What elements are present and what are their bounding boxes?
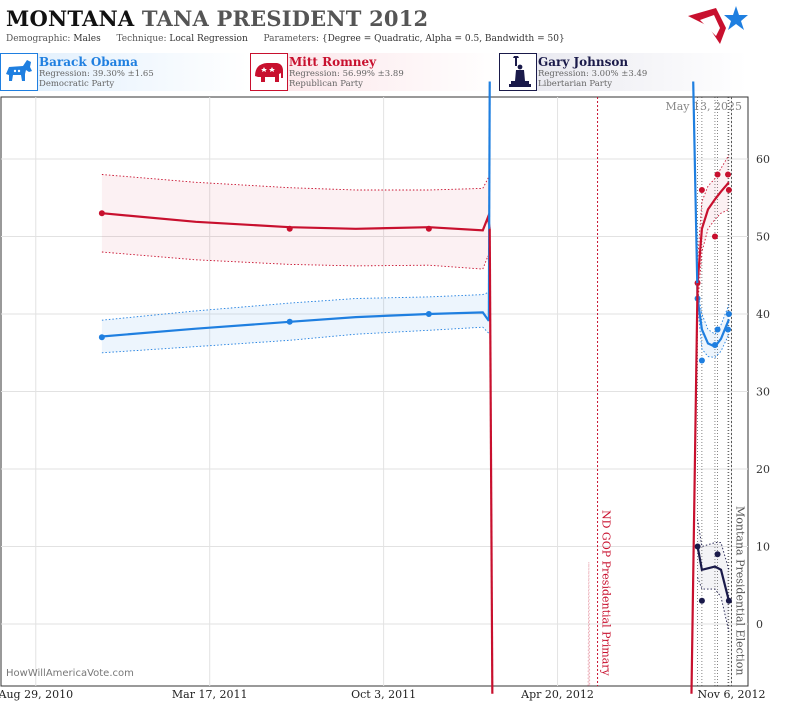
band-upper-line bbox=[101, 174, 491, 191]
x-tick-label: Nov 6, 2012 bbox=[698, 688, 766, 701]
band-lower-line bbox=[697, 306, 730, 358]
candidate-name: Barack Obama bbox=[39, 55, 138, 69]
data-point bbox=[714, 171, 721, 178]
y-tick-label: 30 bbox=[756, 386, 770, 399]
regression-connector bbox=[690, 282, 699, 694]
regression-line bbox=[696, 181, 730, 284]
y-tick-label: 20 bbox=[756, 463, 770, 476]
confidence-band bbox=[101, 292, 489, 353]
data-point bbox=[98, 210, 105, 217]
technique-key: Technique: bbox=[116, 34, 167, 44]
candidate-legend: Barack Obama Regression: 39.30% ±1.65 De… bbox=[0, 53, 789, 93]
confidence-band bbox=[101, 174, 490, 276]
date-label: May 13, 2025 bbox=[665, 100, 742, 113]
elephant-icon bbox=[250, 53, 288, 91]
data-point bbox=[711, 233, 718, 240]
data-point bbox=[698, 187, 705, 193]
regression-connector bbox=[692, 81, 699, 299]
data-point bbox=[725, 311, 732, 317]
data-point bbox=[724, 326, 731, 333]
candidate-party: Democratic Party bbox=[39, 79, 115, 89]
site-credit[interactable]: HowWillAmericaVote.com bbox=[6, 668, 134, 679]
demographic-key: Demographic: bbox=[6, 34, 71, 44]
data-point bbox=[714, 551, 721, 558]
y-tick-label: 60 bbox=[756, 153, 770, 166]
x-tick-label: Apr 20, 2012 bbox=[520, 688, 594, 701]
band-spike bbox=[587, 561, 591, 687]
data-point bbox=[286, 225, 293, 232]
regression-line bbox=[696, 546, 730, 602]
data-point bbox=[725, 597, 732, 604]
band-lower-line bbox=[101, 251, 491, 276]
x-tick-label: Mar 17, 2011 bbox=[172, 688, 248, 701]
page-title: MONTANA TANA PRESIDENT 2012 bbox=[6, 6, 428, 31]
parameters-value: {Degree = Quadratic, Alpha = 0.5, Bandwi… bbox=[321, 34, 565, 44]
candidate-regression: Regression: 3.00% ±3.49 bbox=[538, 69, 648, 79]
liberty-icon bbox=[499, 53, 537, 91]
regression-line bbox=[696, 298, 730, 348]
data-point bbox=[98, 334, 105, 341]
donkey-icon bbox=[0, 53, 38, 91]
data-point bbox=[694, 543, 701, 550]
candidate-party: Republican Party bbox=[289, 79, 363, 89]
title-rest: TANA PRESIDENT 2012 bbox=[141, 6, 429, 31]
demographic-value: Males bbox=[73, 34, 101, 44]
band-lower-line bbox=[697, 208, 730, 307]
data-point bbox=[725, 187, 732, 193]
legend-item-johnson[interactable]: Gary Johnson Regression: 3.00% ±3.49 Lib… bbox=[499, 53, 747, 91]
candidate-regression: Regression: 56.99% ±3.89 bbox=[289, 69, 404, 79]
regression-line bbox=[101, 212, 491, 232]
band-upper-line bbox=[101, 291, 490, 321]
confidence-band bbox=[697, 519, 729, 632]
band-lower-line bbox=[101, 326, 490, 354]
y-tick-label: 0 bbox=[756, 618, 763, 631]
parameters-line: Demographic: Males Technique: Local Regr… bbox=[6, 34, 565, 44]
regression-connector bbox=[488, 228, 494, 694]
legend-item-romney[interactable]: Mitt Romney Regression: 56.99% ±3.89 Rep… bbox=[250, 53, 498, 91]
parameters-key: Parameters: bbox=[263, 34, 319, 44]
band-lower-line bbox=[697, 519, 730, 570]
y-tick-label: 10 bbox=[756, 541, 770, 554]
site-logo[interactable] bbox=[686, 4, 750, 48]
data-point bbox=[425, 225, 432, 232]
data-point bbox=[714, 326, 721, 333]
candidate-name: Mitt Romney bbox=[289, 55, 377, 69]
y-tick-label: 50 bbox=[756, 231, 770, 244]
annotation-label: Montana Presidential Election bbox=[733, 506, 746, 675]
annotation-label: ND GOP Presidential Primary bbox=[600, 510, 613, 677]
candidate-regression: Regression: 39.30% ±1.65 bbox=[39, 69, 154, 79]
x-tick-label: Oct 3, 2011 bbox=[351, 688, 416, 701]
y-tick-label: 40 bbox=[756, 308, 770, 321]
regression-line bbox=[101, 311, 490, 338]
technique-value: Local Regression bbox=[169, 34, 248, 44]
band-upper-line bbox=[697, 290, 730, 335]
candidate-party: Libertarian Party bbox=[538, 79, 613, 89]
data-point bbox=[425, 311, 432, 317]
data-point bbox=[711, 342, 718, 348]
data-point bbox=[286, 318, 293, 325]
title-state: MONTANA bbox=[6, 6, 135, 31]
legend-item-obama[interactable]: Barack Obama Regression: 39.30% ±1.65 De… bbox=[0, 53, 248, 91]
data-point bbox=[698, 357, 705, 364]
data-point bbox=[724, 171, 731, 178]
data-point bbox=[698, 597, 705, 604]
candidate-name: Gary Johnson bbox=[538, 55, 629, 69]
confidence-band bbox=[697, 290, 729, 358]
header: MONTANA TANA PRESIDENT 2012 Demographic:… bbox=[0, 0, 789, 50]
x-tick-label: Aug 29, 2010 bbox=[0, 688, 73, 701]
band-upper-line bbox=[697, 577, 730, 632]
